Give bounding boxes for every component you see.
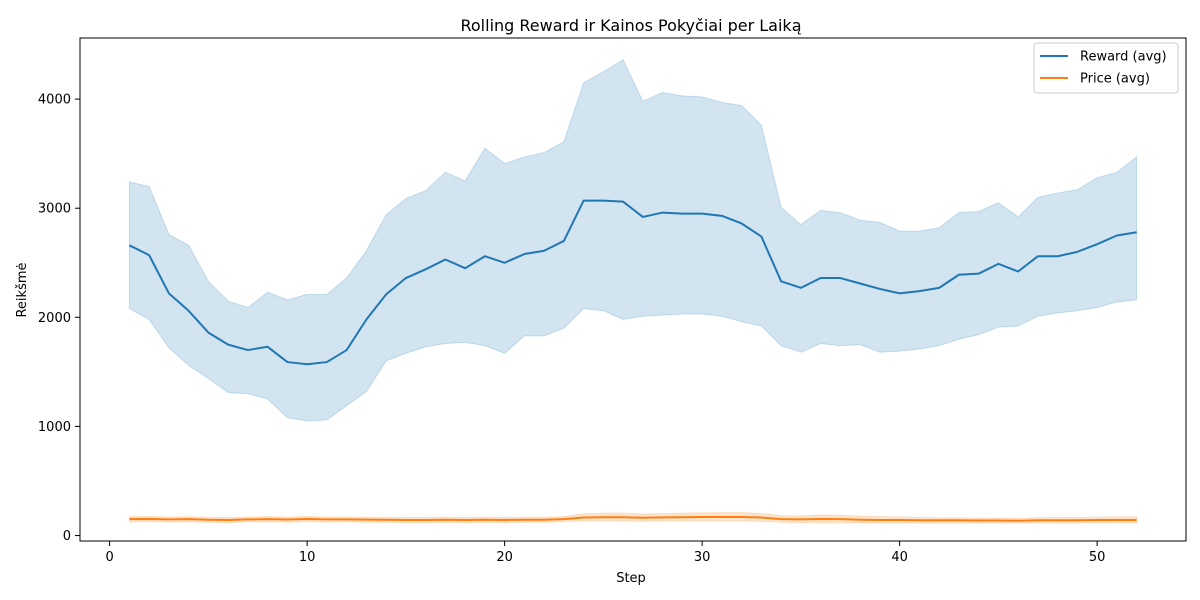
y-axis-ticks: 0 1000 2000 3000 4000 (38, 93, 80, 544)
x-axis-ticks: 0 10 20 30 40 50 (105, 541, 1105, 565)
x-tick-label: 20 (496, 550, 513, 565)
plot-frame (79, 37, 1187, 542)
y-tick-label: 2000 (38, 311, 71, 326)
x-tick-label: 10 (299, 550, 316, 565)
x-tick-label: 40 (891, 550, 908, 565)
legend-box (1033, 42, 1179, 94)
legend: Reward (avg) Price (avg) (1033, 42, 1179, 94)
x-axis-label: Step (616, 571, 646, 586)
y-axis-label: Reikšmė (15, 262, 30, 317)
x-tick-label: 0 (105, 550, 113, 565)
legend-label: Price (avg) (1080, 72, 1150, 87)
x-tick-label: 50 (1089, 550, 1106, 565)
legend-label: Reward (avg) (1080, 50, 1167, 65)
chart-title: Rolling Reward ir Kainos Pokyčiai per La… (460, 16, 801, 35)
series-lines (128, 199, 1137, 522)
series-1-line (128, 199, 1137, 366)
series-1-band (128, 59, 1138, 422)
x-tick-label: 30 (694, 550, 711, 565)
y-tick-label: 3000 (38, 202, 71, 217)
series-2-line (129, 516, 1137, 522)
y-tick-label: 4000 (38, 93, 71, 108)
y-tick-label: 0 (63, 529, 71, 544)
y-tick-label: 1000 (38, 420, 71, 435)
